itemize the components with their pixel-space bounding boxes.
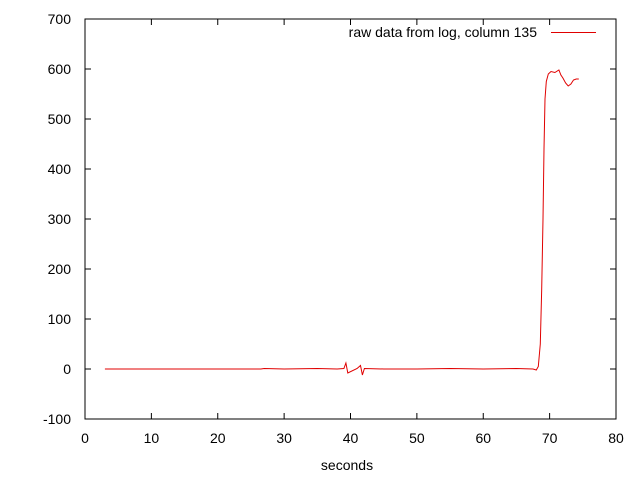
x-tick-label: 40	[343, 430, 359, 446]
y-tick-label: 100	[48, 311, 72, 327]
axis-ticks	[84, 18, 617, 420]
legend: raw data from log, column 135	[349, 24, 596, 40]
x-tick-label: 80	[608, 430, 624, 446]
x-axis-title: seconds	[321, 457, 373, 473]
y-tick-label: 200	[48, 261, 72, 277]
y-tick-label: 0	[63, 361, 71, 377]
x-tick-labels: 0 10 20 30 40 50 60 70 80	[81, 430, 624, 446]
x-tick-label: 50	[409, 430, 425, 446]
x-tick-label: 70	[542, 430, 558, 446]
legend-label: raw data from log, column 135	[349, 24, 538, 40]
series-layer	[104, 69, 579, 376]
y-tick-label: -100	[43, 411, 71, 427]
x-tick-label: 60	[475, 430, 491, 446]
series-line	[104, 69, 579, 376]
x-tick-label: 10	[144, 430, 160, 446]
x-tick-label: 30	[276, 430, 292, 446]
x-tick-label: 20	[210, 430, 226, 446]
y-tick-labels: -100 0 100 200 300 400 500 600 700	[43, 11, 71, 427]
y-tick-label: 300	[48, 211, 72, 227]
y-tick-label: 600	[48, 61, 72, 77]
plot-frame	[84, 18, 617, 420]
y-tick-label: 400	[48, 161, 72, 177]
y-tick-label: 700	[48, 11, 72, 27]
x-tick-label: 0	[81, 430, 89, 446]
y-tick-label: 500	[48, 111, 72, 127]
